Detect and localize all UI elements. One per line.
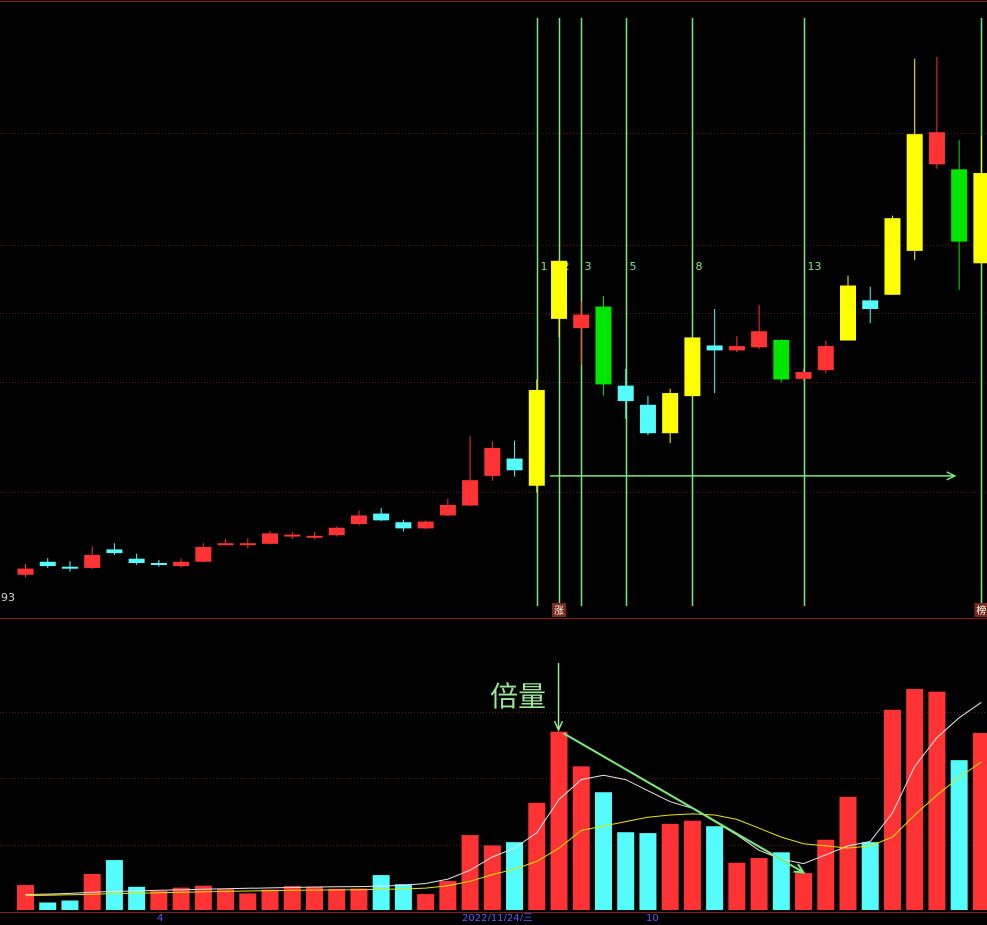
candle-body — [40, 562, 56, 566]
volume-bar — [506, 842, 523, 910]
volume-bar — [528, 803, 545, 910]
candle-body — [329, 528, 345, 535]
candle-body — [173, 562, 189, 566]
volume-bar — [639, 833, 656, 910]
candle-body — [729, 346, 745, 350]
candle-body — [595, 307, 611, 385]
candle-body — [662, 393, 678, 433]
volume-bar — [706, 826, 723, 910]
volume-bar — [595, 792, 612, 910]
volume-bar — [239, 893, 256, 910]
candles — [18, 57, 987, 577]
candle-body — [151, 563, 167, 565]
volume-bar — [817, 840, 834, 910]
volume-bar — [61, 900, 78, 910]
volume-bar — [617, 832, 634, 910]
price-low-label: 93 — [1, 591, 15, 604]
volume-bar — [395, 884, 412, 910]
volume-bar — [751, 858, 768, 910]
volume-bar — [173, 888, 190, 910]
volume-bar — [262, 890, 279, 910]
candle-body — [573, 315, 589, 329]
candle-body — [351, 515, 367, 524]
candle-body — [773, 340, 789, 380]
volume-bar — [862, 842, 879, 910]
candle-body — [262, 533, 278, 544]
volume-bar — [217, 889, 234, 910]
candle-body — [796, 372, 812, 379]
volume-bar — [17, 885, 34, 910]
candle-body — [418, 522, 434, 529]
date-axis-label: 2022/11/24/三 — [462, 913, 533, 921]
volume-bar — [150, 891, 167, 910]
candle-body — [484, 448, 500, 476]
volume-bars — [17, 689, 987, 910]
volume-bar — [417, 894, 434, 910]
candle-body — [840, 286, 856, 341]
candle-body — [618, 386, 634, 401]
candle-body — [973, 173, 987, 263]
volume-bar — [840, 797, 857, 910]
marker-label: 3 — [585, 260, 592, 273]
volume-bar — [284, 886, 301, 910]
volume-annotation: 倍量 — [490, 680, 546, 713]
candle-body — [462, 480, 478, 505]
date-axis-label: 4 — [157, 913, 163, 921]
candle-body — [62, 567, 78, 569]
candle-body — [240, 543, 256, 545]
candle-body — [84, 555, 100, 568]
candle-body — [884, 218, 900, 295]
marker-label: 5 — [630, 260, 637, 273]
candle-body — [129, 559, 145, 563]
candle-body — [284, 535, 300, 537]
candle-body — [862, 300, 878, 309]
candle-body — [306, 536, 322, 538]
candle-body — [18, 569, 34, 575]
volume-bar — [773, 852, 790, 910]
date-axis-label: 10 — [646, 913, 659, 921]
candle-body — [929, 132, 945, 164]
candle-body — [751, 331, 767, 347]
ma-line-yellow — [26, 762, 982, 896]
candle-body — [195, 547, 211, 562]
candle-body — [218, 543, 234, 545]
candle-body — [106, 549, 122, 553]
marker-label: 13 — [808, 260, 822, 273]
candle-body — [907, 134, 923, 251]
volume-bar — [662, 824, 679, 910]
candle-body — [373, 514, 389, 521]
event-badge-label: 涨 — [554, 605, 564, 617]
candle-body — [551, 261, 567, 319]
candle-body — [395, 522, 411, 528]
ma-line-white — [26, 702, 982, 894]
volume-bar — [373, 875, 390, 910]
volume-bar — [328, 889, 345, 910]
candle-body — [440, 505, 456, 516]
volume-bar — [551, 732, 568, 910]
volume-bar — [906, 689, 923, 910]
candle-body — [507, 459, 523, 471]
volume-bar — [106, 860, 123, 910]
volume-bar — [728, 863, 745, 910]
candle-body — [707, 345, 723, 350]
candle-body — [640, 405, 656, 433]
volume-bar — [350, 889, 367, 910]
volume-bar — [128, 887, 145, 910]
marker-label: 8 — [696, 260, 703, 273]
candle-body — [529, 390, 545, 486]
volume-bar — [573, 766, 590, 910]
volume-bar — [39, 902, 56, 910]
volume-bar — [684, 821, 701, 910]
candle-body — [818, 346, 834, 370]
marker-label: 1 — [541, 260, 548, 273]
volume-bar — [884, 710, 901, 910]
volume-bar — [973, 733, 987, 910]
candle-body — [951, 169, 967, 241]
event-badge-label: 榜 — [976, 604, 986, 617]
candle-body — [684, 337, 700, 396]
volume-bar — [795, 873, 812, 910]
